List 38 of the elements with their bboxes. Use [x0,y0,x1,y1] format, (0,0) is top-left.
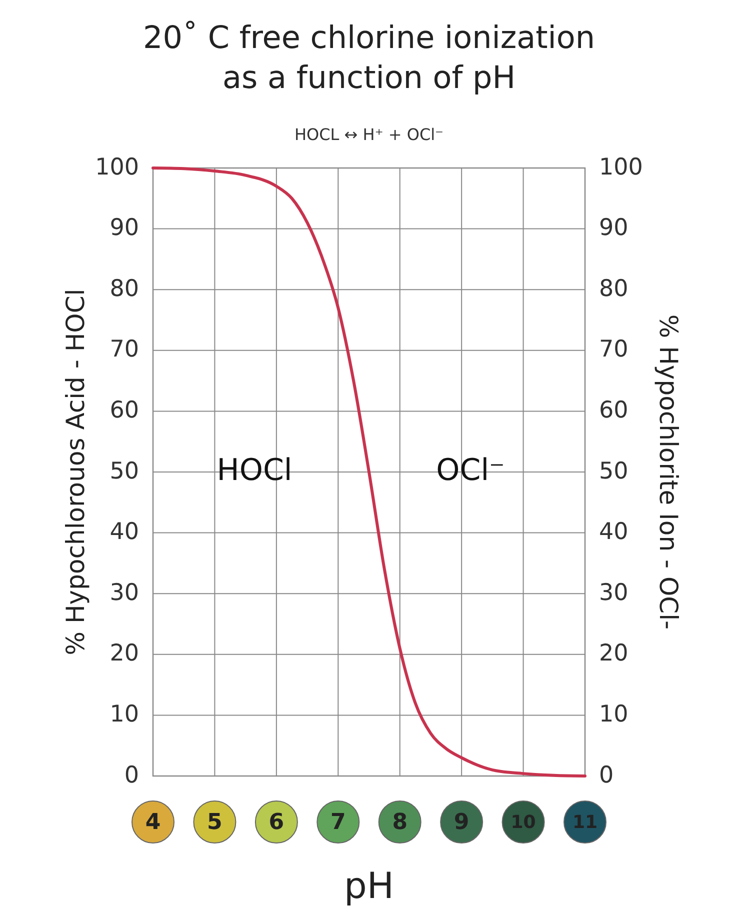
y-tick-label: 50 [110,458,139,484]
y-tick-label: 10 [110,701,139,728]
y2-tick-label: 30 [599,580,628,606]
y-tick-label: 70 [110,336,139,363]
line-series [152,166,586,778]
x-tick-label: 5 [207,810,222,836]
y2-tick-label: 90 [599,215,628,242]
y2-tick-label: 80 [599,276,628,302]
x-tick-label: 6 [268,810,284,836]
annotation: HOCl [216,453,292,488]
y2-tick-label: 0 [599,762,614,788]
y-tick-label: 100 [95,154,139,180]
y-tick-label: 0 [124,762,139,788]
x-tick-label: 11 [572,812,598,833]
y2-tick-label: 20 [599,640,628,667]
chart-title: 20˚ C free chlorine ionization as a function of pH [143,20,595,96]
y-tick-label: 90 [110,215,139,242]
y2-tick-label: 40 [599,519,628,546]
chart-subtitle: HOCL ↔ H⁺ + OCl⁻ [294,125,444,144]
annotation: OCl⁻ [436,453,505,488]
y-tick-label: 80 [110,276,139,302]
y2-axis-title: % Hypochlorite Ion - OCl- [654,314,683,630]
y2-tick-label: 60 [599,397,628,424]
y2-tick-label: 50 [599,458,628,484]
x-tick-label: 9 [454,810,470,836]
x-tick-label: 4 [145,810,161,836]
y-tick-label: 30 [110,580,139,606]
x-tick-label: 10 [510,812,536,833]
y-axis-title: % Hypochlorouos Acid - HOCl [61,288,90,656]
y2-tick-label: 70 [599,336,628,363]
y2-tick-label: 100 [599,154,643,180]
x-tick-label: 7 [330,810,346,836]
y-tick-label: 60 [110,397,139,424]
y-tick-label: 20 [110,640,139,667]
y2-tick-label: 10 [599,701,628,728]
x-tick-label: 8 [392,810,408,836]
y-tick-label: 40 [110,519,139,546]
x-axis-title: pH [344,866,394,907]
